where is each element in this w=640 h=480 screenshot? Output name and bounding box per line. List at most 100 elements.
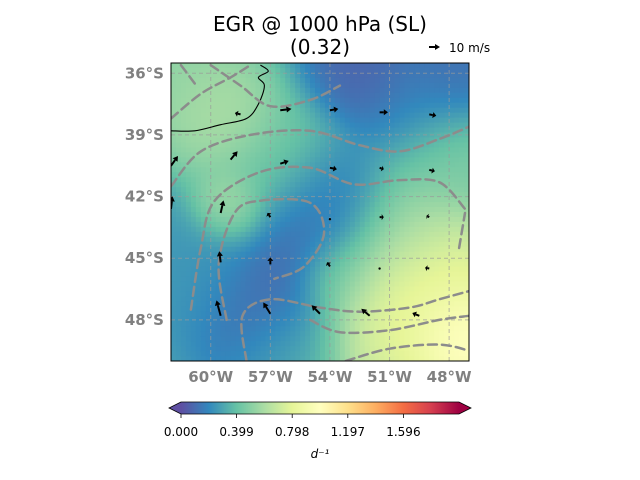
field-cell <box>245 192 252 198</box>
field-cell <box>459 306 465 312</box>
field-cell <box>210 276 217 283</box>
field-cell <box>270 291 276 298</box>
field-cell <box>295 212 301 218</box>
field-cell <box>414 197 420 203</box>
field-cell <box>344 301 351 307</box>
field-cell <box>320 102 326 109</box>
field-cell <box>195 321 202 327</box>
field-cell <box>240 72 247 79</box>
field-cell <box>449 87 455 94</box>
field-cell <box>334 336 341 342</box>
field-cell <box>195 311 202 317</box>
field-cell <box>235 192 242 198</box>
field-cell <box>424 331 430 337</box>
field-cell <box>290 67 296 74</box>
field-cell <box>280 152 286 158</box>
field-cell <box>404 276 410 283</box>
field-cell <box>265 137 271 144</box>
field-cell <box>250 236 257 243</box>
field-cell <box>379 137 386 144</box>
field-cell <box>240 281 247 288</box>
field-cell <box>240 117 247 124</box>
field-cell <box>250 221 257 228</box>
field-cell <box>310 301 316 307</box>
field-cell <box>394 212 401 218</box>
field-cell <box>270 346 276 352</box>
field-cell <box>369 77 376 84</box>
field-cell <box>240 246 247 253</box>
field-cell <box>459 77 465 84</box>
field-cell <box>305 271 311 278</box>
field-cell <box>369 331 376 337</box>
field-cell <box>459 351 465 357</box>
field-cell <box>300 202 306 208</box>
field-cell <box>260 351 266 357</box>
field-cell <box>439 321 445 327</box>
field-cell <box>280 162 286 168</box>
field-cell <box>280 147 286 153</box>
map-area <box>171 63 469 361</box>
field-cell <box>235 67 242 74</box>
field-cell <box>404 167 410 173</box>
field-cell <box>364 306 371 312</box>
field-cell <box>190 336 197 342</box>
field-cell <box>200 221 207 228</box>
field-cell <box>339 231 346 238</box>
field-cell <box>359 216 366 223</box>
field-cell <box>379 187 386 193</box>
field-cell <box>344 281 351 288</box>
field-cell <box>394 192 401 198</box>
field-cell <box>344 122 351 129</box>
field-cell <box>429 326 435 332</box>
field-cell <box>215 142 222 149</box>
field-cell <box>320 207 326 213</box>
field-cell <box>175 356 182 361</box>
field-cell <box>449 331 455 337</box>
field-cell <box>454 142 460 149</box>
field-cell <box>384 266 391 273</box>
field-cell <box>225 147 232 153</box>
field-cell <box>305 346 311 352</box>
wind-arrow <box>329 165 337 172</box>
field-cell <box>185 112 192 119</box>
field-cell <box>384 321 391 327</box>
field-cell <box>185 212 192 218</box>
field-cell <box>230 326 237 332</box>
field-cell <box>439 256 445 263</box>
field-cell <box>270 77 276 84</box>
field-cell <box>439 301 445 307</box>
field-cell <box>364 122 371 129</box>
field-cell <box>255 261 261 268</box>
field-cell <box>384 82 391 89</box>
field-cell <box>364 341 371 347</box>
field-cell <box>384 127 391 134</box>
field-cell <box>235 321 242 327</box>
field-cell <box>220 102 227 109</box>
field-cell <box>419 72 425 79</box>
field-cell <box>394 63 401 69</box>
field-cell <box>434 107 440 114</box>
field-cell <box>200 316 207 322</box>
field-cell <box>240 107 247 114</box>
field-cell <box>180 63 187 69</box>
field-cell <box>260 346 266 352</box>
field-cell <box>354 82 361 89</box>
field-cell <box>459 147 465 153</box>
field-cell <box>389 87 396 94</box>
field-cell <box>230 226 237 233</box>
field-cell <box>429 311 435 317</box>
field-cell <box>379 102 386 109</box>
field-cell <box>424 72 430 79</box>
field-cell <box>275 271 281 278</box>
field-cell <box>210 167 217 173</box>
field-cell <box>305 197 311 203</box>
field-cell <box>394 127 401 134</box>
field-cell <box>240 207 247 213</box>
field-cell <box>260 276 266 283</box>
field-cell <box>171 236 177 243</box>
field-cell <box>310 221 316 228</box>
field-cell <box>324 82 331 89</box>
field-cell <box>444 311 450 317</box>
field-cell <box>205 241 212 248</box>
field-cell <box>409 231 415 238</box>
